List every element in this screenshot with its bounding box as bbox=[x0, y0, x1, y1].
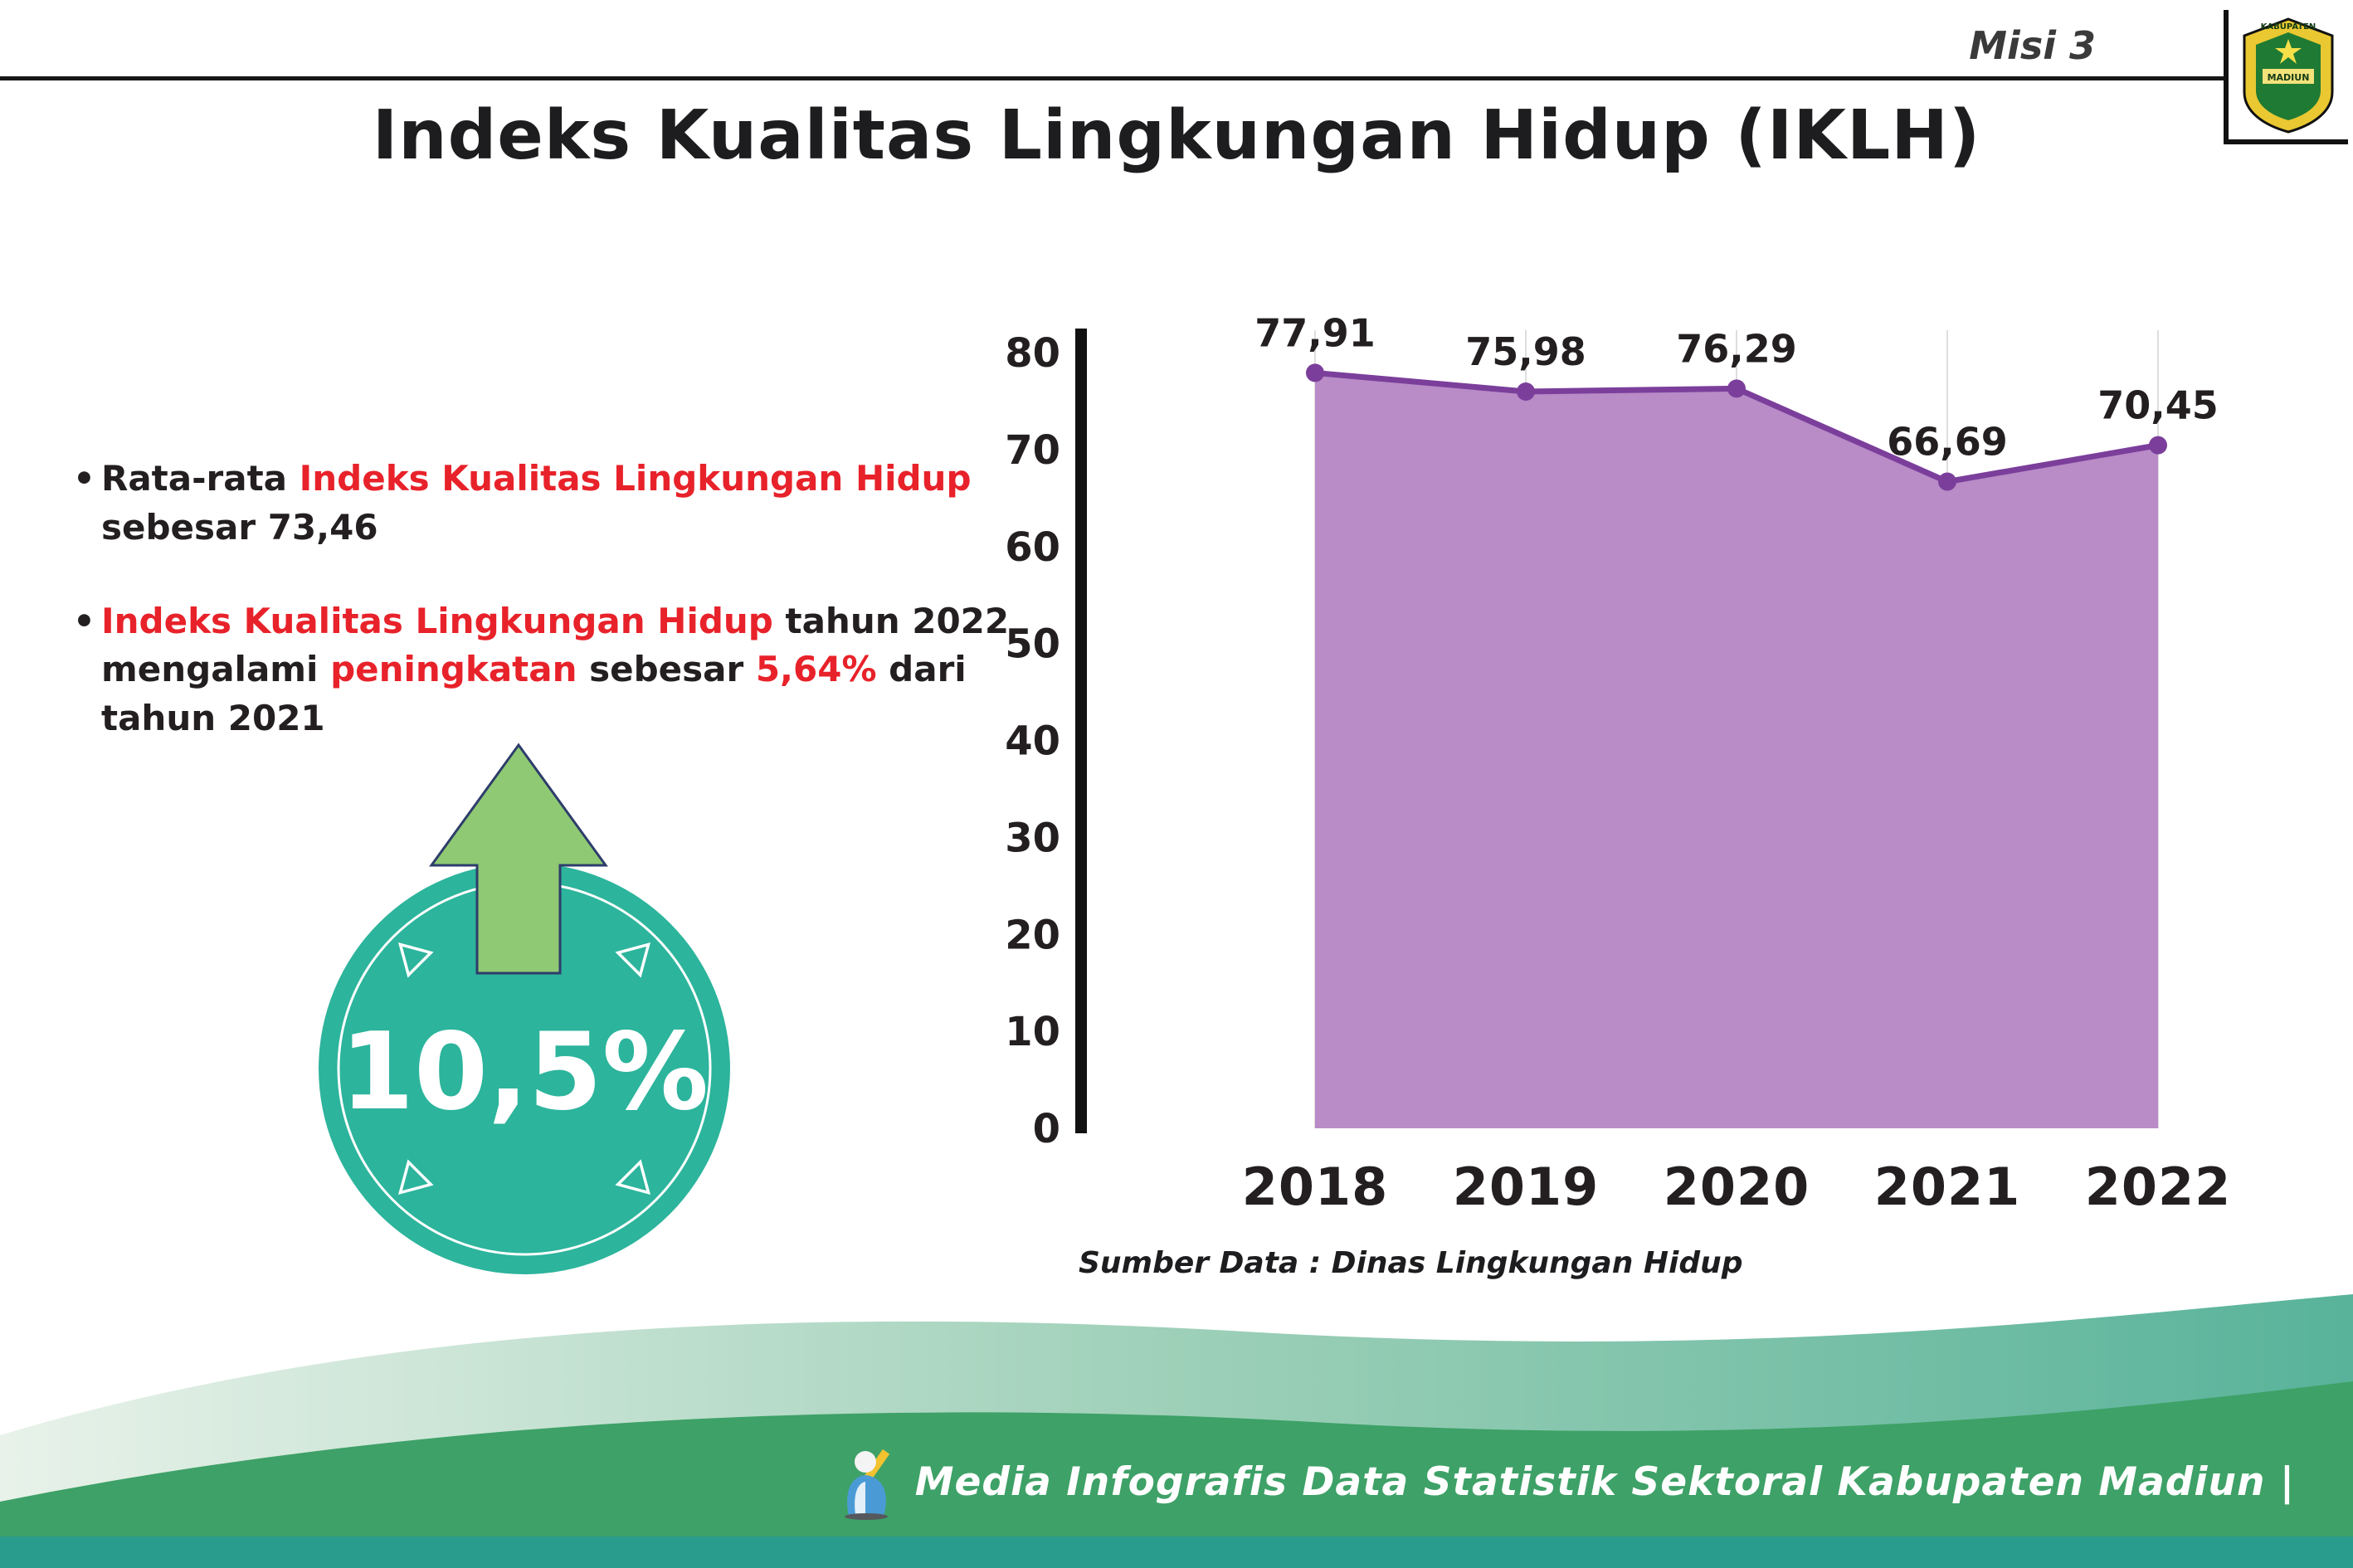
badge-triangle-sw bbox=[397, 1159, 434, 1195]
point-value-label: 77,91 bbox=[1254, 310, 1376, 355]
x-axis-label: 2019 bbox=[1453, 1157, 1600, 1217]
badge-circle bbox=[319, 863, 730, 1274]
badge-triangle-se bbox=[615, 1159, 651, 1195]
footer-credit-text: Media Infografis Data Statistik Sektoral… bbox=[914, 1458, 2295, 1505]
data-point bbox=[2149, 436, 2167, 455]
y-tick-label: 80 bbox=[1005, 330, 1060, 377]
footer-wave bbox=[0, 1294, 2353, 1568]
summary-bullets: Rata-rata Indeks Kualitas Lingkungan Hid… bbox=[73, 455, 1027, 788]
bullet-item: Rata-rata Indeks Kualitas Lingkungan Hid… bbox=[73, 455, 1027, 553]
data-point bbox=[1727, 379, 1746, 398]
y-tick-label: 10 bbox=[1005, 1009, 1060, 1055]
crest-top-text: KABUPATEN bbox=[2261, 22, 2316, 32]
y-tick-label: 30 bbox=[1005, 815, 1060, 861]
bullet-list: Rata-rata Indeks Kualitas Lingkungan Hid… bbox=[73, 455, 1027, 743]
bullet-segment-red: 5,64% bbox=[755, 649, 877, 690]
footer-credit: Media Infografis Data Statistik Sektoral… bbox=[839, 1444, 2295, 1520]
highlight-value: 10,5% bbox=[340, 1010, 709, 1134]
area-fill bbox=[1315, 373, 2158, 1128]
bullet-segment-red: Indeks Kualitas Lingkungan Hidup bbox=[101, 600, 773, 641]
footer-band-teal bbox=[0, 1536, 2353, 1568]
x-axis-label: 2022 bbox=[2085, 1157, 2232, 1217]
point-value-label: 70,45 bbox=[2097, 383, 2219, 428]
bullet-segment-red: Indeks Kualitas Lingkungan Hidup bbox=[299, 458, 972, 499]
point-value-label: 75,98 bbox=[1465, 329, 1586, 374]
y-tick-label: 20 bbox=[1005, 912, 1060, 958]
badge-triangle-nw bbox=[397, 942, 434, 978]
y-tick-label: 60 bbox=[1005, 524, 1060, 571]
increase-badge-icon: 10,5% bbox=[319, 743, 730, 1274]
iklh-chart: 0 10 20 30 40 50 60 70 80 77,91 75,98 76,29 66,69 70,… bbox=[979, 282, 2273, 1236]
page-title: Indeks Kualitas Lingkungan Hidup (IKLH) bbox=[372, 96, 1981, 175]
bullet-segment-red: peningkatan bbox=[330, 649, 577, 690]
y-tick-label: 40 bbox=[1005, 718, 1060, 765]
bullet-segment: tahun 2022 mengalami bbox=[101, 600, 1010, 690]
y-axis bbox=[1075, 329, 1087, 1133]
x-axis-label: 2018 bbox=[1242, 1157, 1389, 1217]
bullet-segment: sebesar bbox=[577, 649, 756, 690]
iklh-area-chart: 0 10 20 30 40 50 60 70 80 77,91 75,98 76,29 66,69 70,… bbox=[1005, 310, 2232, 1217]
header-divider bbox=[0, 76, 2225, 80]
x-axis-label: 2021 bbox=[1874, 1157, 2021, 1217]
highlight-badge: 10,5% bbox=[282, 712, 763, 1293]
increase-arrow-icon bbox=[429, 743, 608, 975]
data-point bbox=[1517, 382, 1535, 401]
mascot-icon bbox=[844, 1449, 889, 1520]
footer-wave-green bbox=[0, 1381, 2353, 1568]
data-point bbox=[1938, 472, 1956, 491]
bullet-segment: Rata-rata bbox=[101, 458, 300, 499]
x-axis-label: 2020 bbox=[1664, 1157, 1810, 1217]
point-value-label: 76,29 bbox=[1676, 326, 1797, 371]
point-value-label: 66,69 bbox=[1887, 420, 2008, 465]
chart-source: Sumber Data : Dinas Lingkungan Hidup bbox=[1079, 1246, 1743, 1280]
crest-icon: KABUPATEN MADIUN bbox=[2243, 17, 2334, 134]
kabupaten-madiun-logo: KABUPATEN MADIUN bbox=[2224, 10, 2348, 144]
y-tick-label: 0 bbox=[1033, 1106, 1060, 1152]
data-point bbox=[1306, 363, 1324, 382]
bullet-segment: dari tahun 2021 bbox=[101, 649, 967, 739]
bullet-item: Indeks Kualitas Lingkungan Hidup tahun 2… bbox=[73, 597, 1027, 743]
bullet-segment: sebesar 73,46 bbox=[101, 506, 378, 548]
crest-bottom-text: MADIUN bbox=[2268, 72, 2310, 83]
y-tick-label: 50 bbox=[1005, 621, 1060, 668]
y-tick-label: 70 bbox=[1005, 427, 1060, 474]
misi-label: Misi 3 bbox=[1969, 23, 2096, 68]
badge-triangle-ne bbox=[615, 942, 651, 978]
